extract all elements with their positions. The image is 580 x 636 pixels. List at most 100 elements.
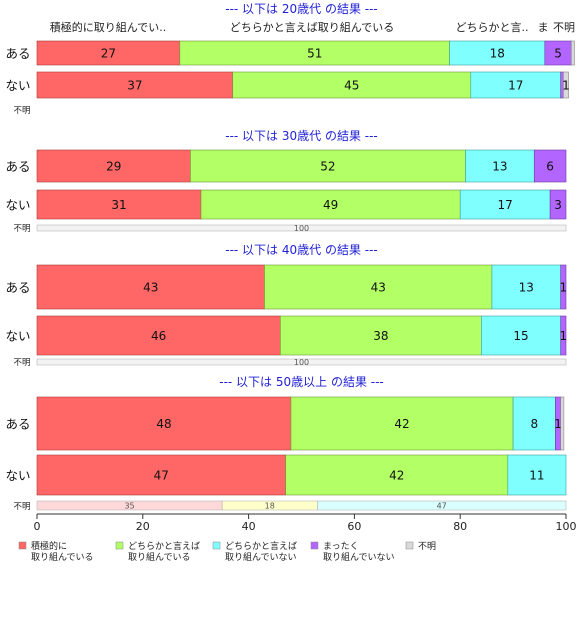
panel-title: --- 以下は 50歳以上 の結果 ---	[219, 375, 384, 389]
bar-segment	[232, 71, 472, 99]
column-header: どちらかと言..	[456, 21, 529, 34]
bar-segment	[36, 149, 191, 183]
x-axis-tick-label: 20	[136, 520, 150, 533]
row-label: ない	[5, 468, 30, 483]
bar-value-label: 8	[530, 417, 538, 431]
missing-strip-label: 47	[437, 502, 447, 511]
bar-value-label: 47	[154, 469, 169, 483]
bar-segment	[285, 454, 509, 496]
bar-value-label: 38	[373, 329, 388, 343]
bar-segment	[200, 189, 461, 220]
column-header: 積極的に取り組んでい..	[50, 20, 166, 34]
bar-value-label: 18	[490, 47, 505, 61]
legend-label: 取り組んでいない	[225, 551, 297, 563]
bar-segment	[560, 315, 567, 356]
bar-value-label: 46	[151, 329, 166, 343]
row-label: ない	[5, 329, 30, 344]
row-label: ある	[5, 46, 30, 61]
bar-segment	[280, 315, 482, 356]
bar-value-label: 1	[554, 417, 562, 431]
bar-value-label: 5	[554, 47, 562, 61]
x-axis-tick-label: 100	[556, 520, 577, 533]
legend-swatch	[18, 541, 27, 550]
bar-segment	[36, 71, 234, 99]
legend-label: まったく	[323, 541, 359, 552]
bar-value-label: 51	[307, 47, 322, 61]
bar-segment	[459, 189, 551, 220]
missing-row-label: 不明	[13, 358, 30, 368]
bar-value-label: 42	[394, 417, 409, 431]
bar-segment	[36, 264, 265, 310]
bar-value-label: 45	[344, 79, 359, 93]
missing-strip-label: 100	[294, 358, 309, 367]
missing-strip-segment	[317, 500, 567, 511]
bar-value-label: 1	[562, 79, 570, 93]
bar-segment	[570, 40, 575, 66]
bar-segment	[481, 315, 562, 356]
bar-value-label: 15	[513, 329, 528, 343]
row-label: ない	[5, 198, 30, 213]
legend-swatch	[212, 541, 221, 550]
bar-segment	[549, 189, 567, 220]
bar-value-label: 52	[320, 160, 335, 174]
legend-label: どちらかと言えば	[225, 540, 297, 552]
bar-segment	[36, 315, 281, 356]
legend-swatch	[405, 541, 414, 550]
bar-segment	[290, 396, 514, 451]
bar-value-label: 29	[106, 160, 121, 174]
bar-segment	[470, 71, 562, 99]
row-label: ある	[5, 417, 30, 432]
legend-label: 取り組んでいる	[128, 551, 191, 563]
bar-segment	[36, 454, 286, 496]
missing-row-label: 不明	[13, 224, 30, 234]
panel-title: --- 以下は 30歳代 の結果 ---	[225, 129, 378, 143]
bar-value-label: 27	[101, 47, 116, 61]
legend-label: どちらかと言えば	[128, 540, 200, 552]
bar-segment	[179, 40, 450, 66]
legend-label: 積極的に	[31, 540, 67, 552]
bar-value-label: 13	[492, 160, 507, 174]
panel-title: --- 以下は 40歳代 の結果 ---	[225, 243, 378, 257]
missing-strip-label: 35	[124, 502, 134, 511]
bar-segment	[560, 396, 565, 451]
missing-strip-segment	[36, 358, 567, 366]
bar-segment	[264, 264, 493, 310]
column-header: ま	[538, 21, 549, 34]
legend-swatch	[310, 541, 319, 550]
legend-label: 不明	[418, 541, 436, 552]
x-axis-tick-label: 0	[34, 520, 41, 533]
row-label: ある	[5, 159, 30, 174]
bar-value-label: 13	[519, 281, 534, 295]
missing-row-label: 不明	[13, 106, 30, 116]
bar-value-label: 1	[560, 281, 568, 295]
row-label: ある	[5, 280, 30, 295]
column-header: 不明	[553, 21, 575, 34]
x-axis-tick-label: 60	[347, 520, 361, 533]
bar-value-label: 1	[560, 329, 568, 343]
legend-swatch	[115, 541, 124, 550]
bar-value-label: 43	[143, 281, 158, 295]
bar-segment	[563, 71, 569, 99]
legend-label: 取り組んでいる	[31, 551, 94, 563]
bar-value-label: 43	[371, 281, 386, 295]
bar-value-label: 11	[529, 469, 544, 483]
missing-strip-segment	[36, 224, 567, 232]
bar-segment	[491, 264, 562, 310]
bar-value-label: 37	[127, 79, 142, 93]
bar-value-label: 31	[111, 198, 126, 212]
legend-label: 取り組んでいない	[323, 551, 395, 563]
x-axis-tick-label: 40	[242, 520, 256, 533]
bar-segment	[190, 149, 466, 183]
column-header: どちらかと言えば取り組んでいる	[230, 21, 394, 34]
missing-strip-label: 18	[265, 502, 275, 511]
bar-value-label: 6	[546, 160, 554, 174]
bar-segment	[507, 454, 567, 496]
bar-value-label: 42	[389, 469, 404, 483]
row-label: ない	[5, 78, 30, 93]
bar-segment	[36, 189, 202, 220]
bar-segment	[533, 149, 567, 183]
bar-value-label: 17	[498, 198, 513, 212]
bar-value-label: 17	[508, 79, 523, 93]
missing-row-label: 不明	[13, 502, 30, 512]
